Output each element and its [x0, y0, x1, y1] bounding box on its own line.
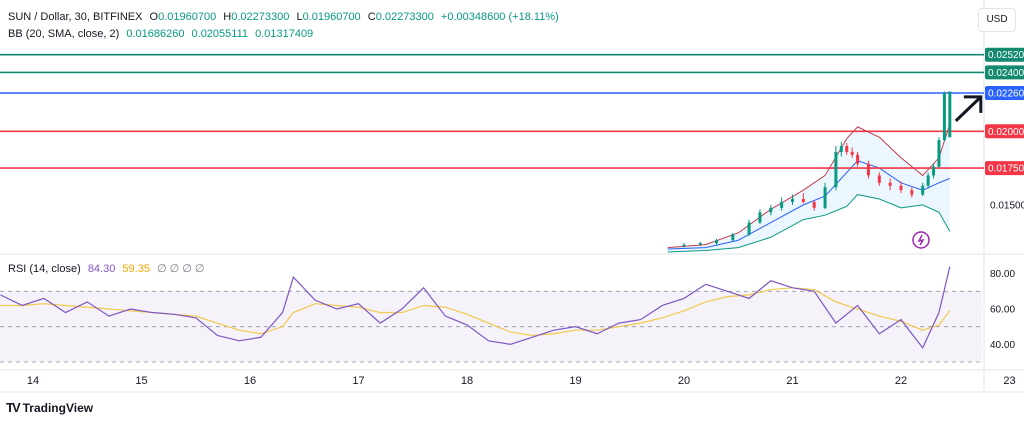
candle-body: [791, 199, 794, 202]
bb-label: BB (20, SMA, close, 2): [8, 28, 120, 40]
level-label-0.02260: 0.02260: [988, 89, 1024, 100]
lightning-icon: [917, 234, 925, 246]
time-tick-label: 23: [1003, 375, 1015, 387]
candle-body: [823, 187, 827, 208]
candle-body: [758, 212, 762, 223]
rsi-tick-label: 60.00: [990, 305, 1015, 316]
candle-body: [769, 207, 773, 213]
close-value: 0.02273300: [375, 11, 434, 23]
candle-body: [780, 201, 784, 208]
level-label-0.02520: 0.02520: [988, 50, 1024, 61]
candle-body: [682, 244, 686, 247]
candle-body: [834, 151, 838, 188]
time-tick-label: 22: [895, 375, 907, 387]
candle-body: [910, 190, 914, 195]
change-value: +0.00348600 (+18.11%): [440, 11, 559, 23]
time-tick-label: 21: [786, 375, 798, 387]
candle-body: [888, 182, 892, 186]
time-tick-label: 14: [27, 375, 39, 387]
time-tick-label: 16: [244, 375, 256, 387]
symbol-title: SUN / Dollar, 30, BITFINEX: [8, 11, 143, 23]
rsi-ma-value: 59.35: [122, 263, 150, 275]
low-value: 0.01960700: [302, 11, 361, 23]
candle-body: [850, 151, 854, 155]
brand-name: TradingView: [22, 400, 94, 415]
candle-body: [715, 240, 719, 244]
rsi-value: 84.30: [87, 263, 116, 275]
rsi-tick-label: 40.00: [990, 340, 1015, 351]
candle-body: [921, 185, 925, 195]
candle-body: [866, 163, 870, 176]
candle-body: [932, 166, 936, 176]
candle-body: [731, 234, 735, 241]
tradingview-logo-icon: TV: [6, 400, 21, 415]
bb-lower-line: [667, 194, 951, 253]
level-badge-0.01750: [985, 161, 1024, 176]
level-badge-0.02400: [985, 65, 1024, 80]
high-value: 0.02273300: [231, 11, 290, 23]
rsi-label: RSI (14, close): [8, 263, 81, 275]
bb-upper-value: 0.02055111: [191, 28, 248, 40]
time-tick-label: 19: [569, 375, 581, 387]
level-label-0.02000: 0.02000: [988, 127, 1024, 138]
trend-arrow-icon: [954, 96, 981, 122]
level-badge-0.02520: [985, 47, 1024, 62]
time-tick-label: 20: [678, 375, 690, 387]
bb-upper-line: [667, 123, 951, 249]
candle-body: [747, 222, 751, 235]
candle-body: [899, 185, 903, 191]
candle-body: [948, 91, 952, 138]
time-tick-label: 17: [352, 375, 364, 387]
candle-body: [839, 146, 843, 152]
candle-body: [937, 140, 941, 167]
trend-arrow-head-icon: [963, 95, 983, 113]
level-label-0.01750: 0.01750: [988, 164, 1024, 175]
bb-lower-value: 0.01317409: [255, 28, 314, 40]
tradingview-brand[interactable]: TV TradingView: [6, 400, 93, 415]
candle-body: [926, 175, 930, 186]
candle-body: [801, 199, 805, 202]
bb-basis-value: 0.01686260: [126, 28, 185, 40]
candle-body: [845, 146, 849, 152]
rsi-extra-values: ∅ ∅ ∅ ∅: [157, 263, 205, 275]
symbol-legend: SUN / Dollar, 30, BITFINEX O0.01960700 H…: [8, 11, 559, 23]
rsi-legend[interactable]: RSI (14, close) 84.30 59.35 ∅ ∅ ∅ ∅: [8, 262, 209, 275]
candle-body: [877, 175, 881, 183]
bb-band-fill: [667, 123, 950, 253]
level-label-0.02400: 0.02400: [988, 68, 1024, 79]
currency-button[interactable]: USD: [978, 8, 1016, 32]
open-value: 0.01960700: [158, 11, 217, 23]
bb-legend[interactable]: BB (20, SMA, close, 2) 0.01686260 0.0205…: [8, 28, 317, 40]
time-tick-label: 18: [461, 375, 473, 387]
rsi-line: [0, 266, 951, 350]
candle-body: [698, 243, 702, 245]
candle-body: [856, 154, 860, 164]
candle-body: [942, 93, 946, 141]
time-tick-label: 15: [135, 375, 147, 387]
level-badge-0.02260: [985, 86, 1024, 100]
level-badge-0.02000: [985, 124, 1024, 139]
rsi-tick-label: 80.00: [990, 269, 1015, 280]
price-tick-label: 0.01500: [990, 200, 1024, 211]
candle-body: [812, 201, 816, 208]
